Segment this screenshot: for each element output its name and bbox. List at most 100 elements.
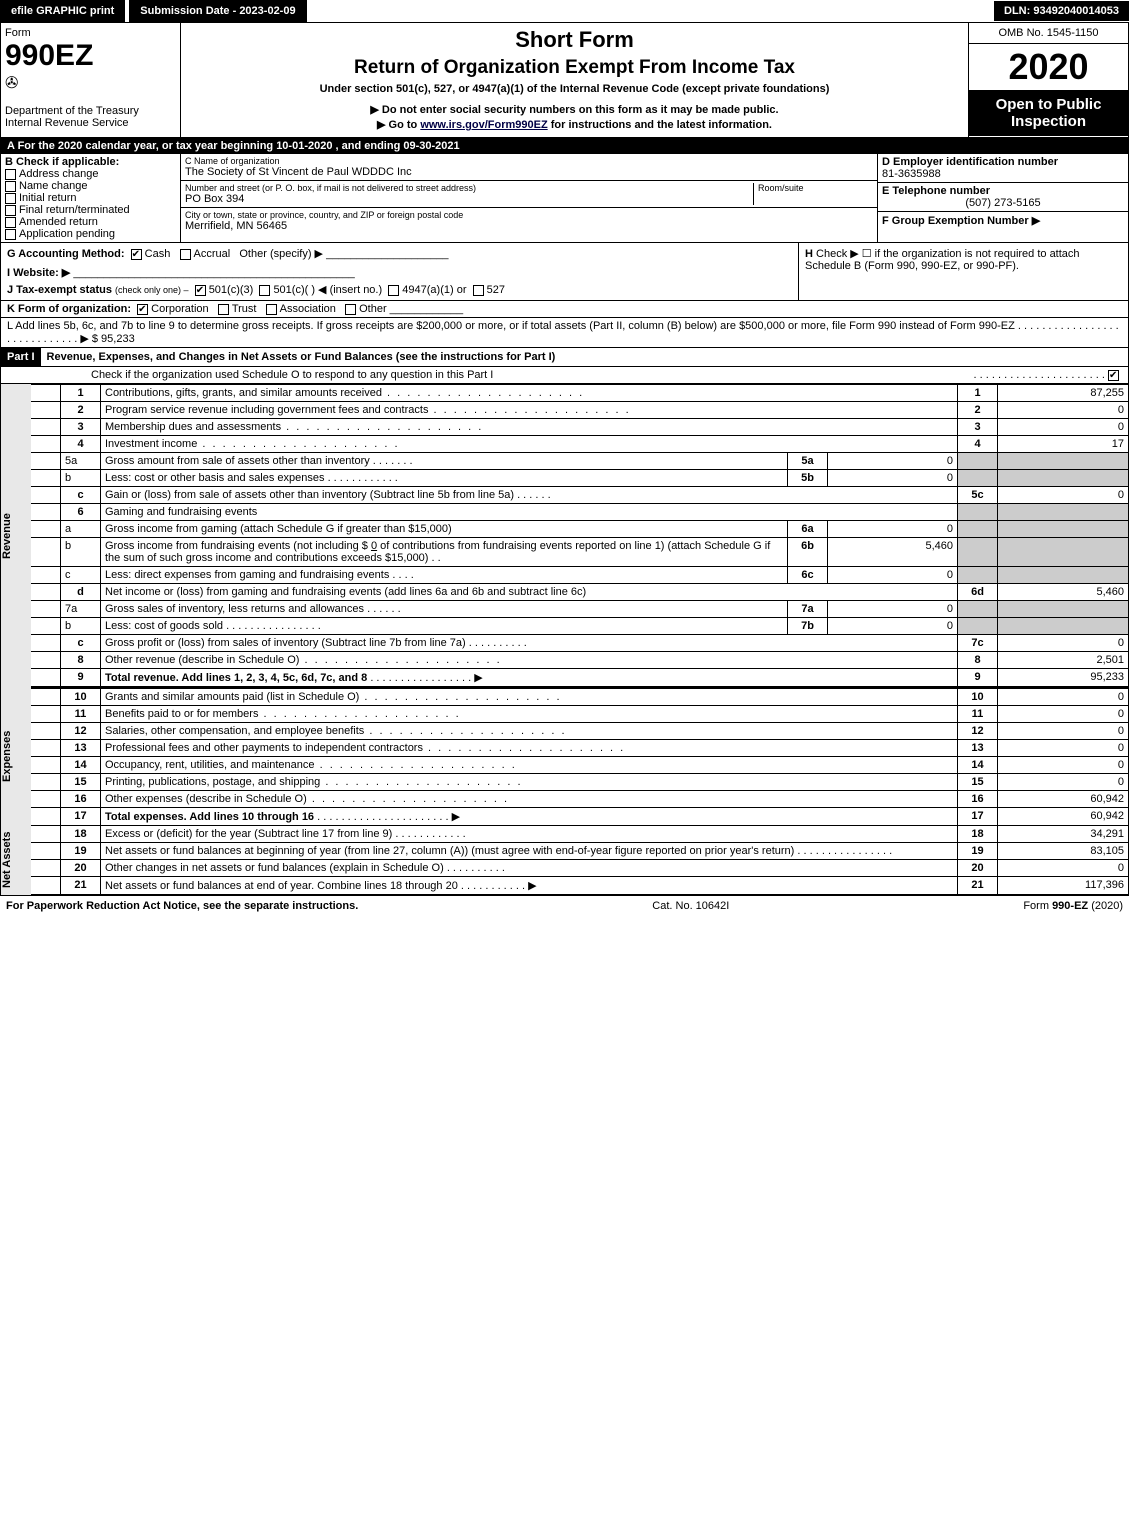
part1-checkbox[interactable]: [1108, 370, 1119, 381]
dln-label: DLN: 93492040014053: [994, 1, 1129, 21]
goto-row: ▶ Go to www.irs.gov/Form990EZ for instru…: [189, 118, 960, 131]
chk-527[interactable]: [473, 285, 484, 296]
line-5b: bLess: cost or other basis and sales exp…: [31, 469, 1128, 486]
line-i: I Website: ▶ ___________________________…: [7, 266, 792, 279]
line-4: 4Investment income417: [31, 435, 1128, 452]
line-13: 13Professional fees and other payments t…: [31, 739, 1128, 756]
org-name: The Society of St Vincent de Paul WDDDC …: [185, 166, 873, 178]
form-number: 990EZ: [5, 39, 176, 73]
boxes-bcdef: B Check if applicable: Address change Na…: [1, 154, 1128, 243]
line-17: 17Total expenses. Add lines 10 through 1…: [31, 807, 1128, 825]
chk-assoc[interactable]: [266, 304, 277, 315]
line-11: 11Benefits paid to or for members110: [31, 705, 1128, 722]
open-public: Open to Public Inspection: [969, 90, 1128, 136]
line-7b: bLess: cost of goods sold . . . . . . . …: [31, 617, 1128, 634]
line-15: 15Printing, publications, postage, and s…: [31, 773, 1128, 790]
line-h: H Check ▶ ☐ if the organization is not r…: [798, 243, 1128, 300]
footer-right: Form 990-EZ (2020): [1023, 900, 1123, 912]
box-c-name-label: C Name of organization: [185, 156, 873, 166]
part1-header: Part I Revenue, Expenses, and Changes in…: [1, 348, 1128, 367]
part1-tag: Part I: [1, 348, 41, 366]
box-b-amended[interactable]: Amended return: [5, 216, 176, 228]
form-container: Form 990EZ ✇ Department of the Treasury …: [0, 22, 1129, 896]
short-form-title: Short Form: [189, 27, 960, 53]
part1-table: Revenue 1Contributions, gifts, grants, a…: [1, 384, 1128, 895]
line-5a: 5aGross amount from sale of assets other…: [31, 452, 1128, 469]
line-6a: aGross income from gaming (attach Schedu…: [31, 520, 1128, 537]
page-footer: For Paperwork Reduction Act Notice, see …: [0, 896, 1129, 916]
omb-number: OMB No. 1545-1150: [969, 23, 1128, 44]
irs-link[interactable]: www.irs.gov/Form990EZ: [420, 119, 547, 131]
line-6b: bGross income from fundraising events (n…: [31, 537, 1128, 566]
line-8: 8Other revenue (describe in Schedule O)8…: [31, 651, 1128, 668]
box-b-initial[interactable]: Initial return: [5, 192, 176, 204]
line-3: 3Membership dues and assessments30: [31, 418, 1128, 435]
line-20: 20Other changes in net assets or fund ba…: [31, 859, 1128, 876]
netassets-label: Net Assets: [1, 825, 31, 895]
no-ssn-note: ▶ Do not enter social security numbers o…: [189, 103, 960, 116]
box-b-name[interactable]: Name change: [5, 180, 176, 192]
org-city: Merrifield, MN 56465: [185, 220, 873, 232]
line-g: G Accounting Method: Cash Accrual Other …: [7, 247, 792, 260]
top-bar: efile GRAPHIC print Submission Date - 20…: [0, 0, 1129, 22]
submission-date-btn[interactable]: Submission Date - 2023-02-09: [129, 0, 306, 22]
expenses-label: Expenses: [1, 688, 31, 825]
line-6: 6Gaming and fundraising events: [31, 503, 1128, 520]
box-def: D Employer identification number 81-3635…: [878, 154, 1128, 242]
box-b-address[interactable]: Address change: [5, 168, 176, 180]
box-c-city-label: City or town, state or province, country…: [185, 210, 873, 220]
period-bar: A For the 2020 calendar year, or tax yea…: [1, 138, 1128, 154]
line-5c: cGain or (loss) from sale of assets othe…: [31, 486, 1128, 503]
chk-trust[interactable]: [218, 304, 229, 315]
line-6c: cLess: direct expenses from gaming and f…: [31, 566, 1128, 583]
part1-check: Check if the organization used Schedule …: [1, 367, 1128, 384]
chk-4947[interactable]: [388, 285, 399, 296]
box-d-label: D Employer identification number: [882, 156, 1124, 168]
footer-center: Cat. No. 10642I: [652, 900, 729, 912]
line-14: 14Occupancy, rent, utilities, and mainte…: [31, 756, 1128, 773]
box-b-final[interactable]: Final return/terminated: [5, 204, 176, 216]
department: Department of the Treasury: [5, 105, 176, 117]
tax-year: 2020: [969, 44, 1128, 90]
irs-label: Internal Revenue Service: [5, 117, 176, 129]
line-l: L Add lines 5b, 6c, and 7b to line 9 to …: [1, 318, 1128, 348]
line-16: 16Other expenses (describe in Schedule O…: [31, 790, 1128, 807]
org-street: PO Box 394: [185, 193, 753, 205]
line-7c: cGross profit or (loss) from sales of in…: [31, 634, 1128, 651]
line-7a: 7aGross sales of inventory, less returns…: [31, 600, 1128, 617]
box-c-street-label: Number and street (or P. O. box, if mail…: [185, 183, 753, 193]
chk-corp[interactable]: [137, 304, 148, 315]
line-19: 19Net assets or fund balances at beginni…: [31, 842, 1128, 859]
chk-other[interactable]: [345, 304, 356, 315]
line-10: 10Grants and similar amounts paid (list …: [31, 688, 1128, 705]
box-f-label: F Group Exemption Number ▶: [882, 214, 1124, 227]
box-e-label: E Telephone number: [882, 185, 1124, 197]
part1-title: Revenue, Expenses, and Changes in Net As…: [41, 348, 562, 366]
line-k: K Form of organization: Corporation Trus…: [1, 301, 1128, 318]
line-9: 9Total revenue. Add lines 1, 2, 3, 4, 5c…: [31, 668, 1128, 686]
box-b-header: B Check if applicable:: [5, 156, 176, 168]
box-c: C Name of organization The Society of St…: [181, 154, 878, 242]
line-1: 1Contributions, gifts, grants, and simil…: [31, 384, 1128, 401]
form-word: Form: [5, 27, 176, 39]
chk-accrual[interactable]: [180, 249, 191, 260]
chk-cash[interactable]: [131, 249, 142, 260]
line-21: 21Net assets or fund balances at end of …: [31, 876, 1128, 895]
chk-501c3[interactable]: [195, 285, 206, 296]
box-b: B Check if applicable: Address change Na…: [1, 154, 181, 242]
line-j: J Tax-exempt status (check only one) – 5…: [7, 283, 792, 296]
footer-left: For Paperwork Reduction Act Notice, see …: [6, 900, 358, 912]
ein: 81-3635988: [882, 168, 1124, 180]
revenue-label: Revenue: [1, 384, 31, 688]
efile-print-btn[interactable]: efile GRAPHIC print: [0, 0, 125, 22]
return-title: Return of Organization Exempt From Incom…: [189, 57, 960, 79]
chk-501c[interactable]: [259, 285, 270, 296]
telephone: (507) 273-5165: [882, 197, 1124, 209]
line-18: 18Excess or (deficit) for the year (Subt…: [31, 825, 1128, 842]
line-2: 2Program service revenue including gover…: [31, 401, 1128, 418]
line-12: 12Salaries, other compensation, and empl…: [31, 722, 1128, 739]
form-header: Form 990EZ ✇ Department of the Treasury …: [1, 23, 1128, 138]
box-b-pending[interactable]: Application pending: [5, 228, 176, 240]
under-section: Under section 501(c), 527, or 4947(a)(1)…: [189, 83, 960, 95]
room-label: Room/suite: [758, 183, 869, 193]
